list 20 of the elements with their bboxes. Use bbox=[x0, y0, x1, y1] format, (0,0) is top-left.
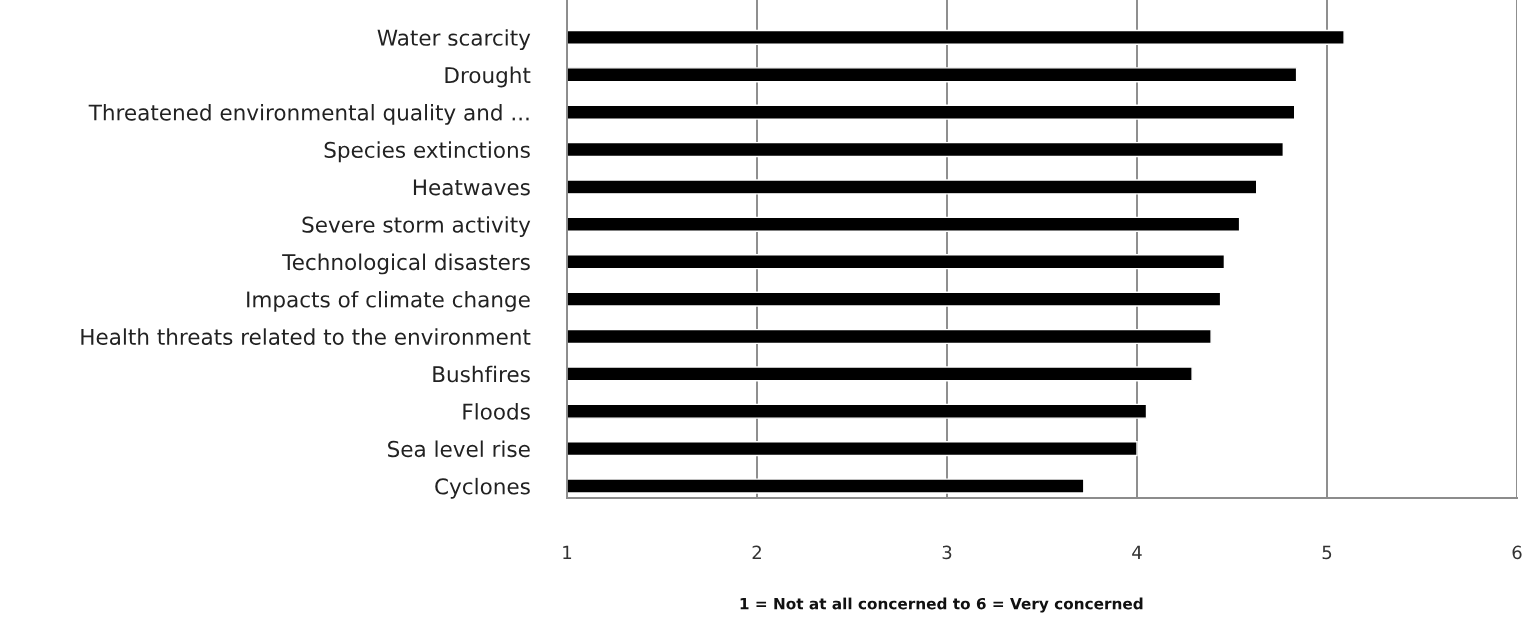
y-tick-label: Threatened environmental quality and ... bbox=[88, 103, 529, 125]
y-tick-label: Bushfires bbox=[433, 365, 530, 383]
y-tick-label: Water scarcity bbox=[377, 29, 531, 51]
y-tick-label: Heatwaves bbox=[413, 179, 530, 196]
x-tick-label: 2 bbox=[752, 545, 761, 559]
x-axis-title: 1 = Not at all concerned to 6 = Very concerned bbox=[740, 597, 1143, 613]
y-tick-label: Health threats related to the environment bbox=[81, 328, 531, 345]
y-tick-label: Drought bbox=[445, 66, 531, 88]
y-tick-label: Species extinctions bbox=[324, 141, 530, 163]
y-tick-label: Cyclones bbox=[435, 477, 530, 499]
x-tick-label: 6 bbox=[1512, 545, 1522, 560]
y-tick-label: Impacts of climate change bbox=[247, 290, 530, 312]
x-tick-label: 5 bbox=[1322, 545, 1332, 560]
x-tick-label: 3 bbox=[942, 545, 952, 560]
y-tick-label: Floods bbox=[463, 403, 530, 420]
x-tick-label: 1 bbox=[563, 545, 572, 559]
y-tick-label: Technological disasters bbox=[282, 253, 530, 275]
y-tick-label: Sea level rise bbox=[388, 440, 530, 458]
x-tick-label: 4 bbox=[1132, 545, 1142, 559]
y-tick-label: Severe storm activity bbox=[302, 216, 531, 237]
